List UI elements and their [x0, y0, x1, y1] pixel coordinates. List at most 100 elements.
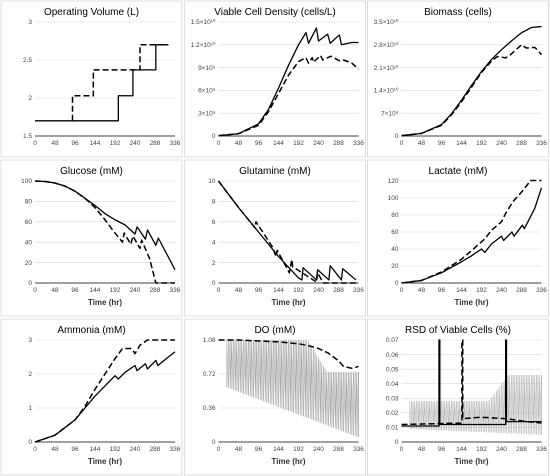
chart-title: DO (mM): [254, 325, 295, 336]
x-tick-label: 336: [536, 140, 547, 147]
series-dashed: [218, 339, 359, 370]
y-tick-label: 0: [28, 439, 32, 446]
x-tick-label: 288: [516, 140, 527, 147]
x-tick-label: 240: [313, 287, 324, 294]
x-tick-label: 0: [400, 287, 404, 294]
y-tick-label: 0.06: [386, 352, 399, 359]
x-tick-label: 96: [438, 446, 446, 453]
x-tick-label: 144: [90, 140, 101, 147]
x-axis-label: Time (hr): [271, 298, 305, 307]
x-tick-label: 192: [476, 287, 487, 294]
chart-title: Operating Volume (L): [44, 7, 139, 18]
y-tick-label: 10: [208, 178, 216, 185]
x-tick-label: 288: [150, 140, 161, 147]
x-tick-label: 240: [313, 140, 324, 147]
y-tick-label: 1.5×10¹⁰: [191, 18, 216, 26]
panel-frame: [184, 0, 366, 158]
x-axis-label: Time (hr): [454, 457, 488, 466]
y-tick-label: 20: [391, 263, 399, 270]
x-tick-label: 96: [255, 140, 263, 147]
chart-title: Viable Cell Density (cells/L): [214, 7, 336, 18]
y-tick-label: 0.03: [386, 395, 399, 402]
x-tick-label: 192: [476, 140, 487, 147]
x-tick-label: 240: [130, 287, 141, 294]
x-axis-label: Time (hr): [454, 298, 488, 307]
y-tick-label: 0.72: [203, 371, 216, 378]
panel-frame: [0, 0, 183, 158]
x-tick-label: 48: [235, 446, 243, 453]
y-tick-label: 0.02: [386, 410, 399, 417]
x-tick-label: 96: [71, 287, 79, 294]
x-tick-label: 144: [456, 140, 467, 147]
y-tick-label: 8: [212, 199, 216, 206]
x-tick-label: 288: [150, 446, 161, 453]
panel-2: Viable Cell Density (cells/L) 0 3×10⁹ 6×10⁹…: [184, 0, 366, 158]
x-tick-label: 96: [255, 446, 263, 453]
chart-title: Glucose (mM): [60, 166, 123, 177]
series-solid: [401, 187, 543, 284]
x-tick-label: 48: [235, 287, 243, 294]
series-dashed: [217, 180, 359, 284]
x-tick-label: 192: [476, 446, 487, 453]
y-tick-label: 100: [388, 195, 399, 202]
x-tick-label: 0: [400, 140, 404, 147]
x-tick-label: 48: [418, 287, 426, 294]
x-tick-label: 336: [170, 446, 181, 453]
y-tick-label: 9×10⁹: [198, 65, 216, 72]
x-tick-label: 96: [71, 446, 79, 453]
x-tick-label: 336: [170, 287, 181, 294]
series-dashed: [71, 44, 169, 121]
x-tick-label: 336: [536, 287, 547, 294]
x-tick-label: 96: [255, 287, 263, 294]
x-tick-label: 192: [293, 287, 304, 294]
x-tick-label: 288: [150, 287, 161, 294]
series-dashed: [218, 54, 360, 137]
x-tick-label: 240: [496, 140, 507, 147]
x-axis-label: Time (hr): [271, 457, 305, 466]
y-tick-label: 0.01: [386, 425, 399, 432]
series-dashed: [34, 339, 175, 443]
series-dashed: [401, 179, 542, 284]
x-axis-label: Time (hr): [88, 457, 122, 466]
x-tick-label: 0: [217, 446, 221, 453]
y-tick-label: 2: [28, 95, 32, 102]
series-solid: [218, 27, 359, 137]
x-tick-label: 0: [33, 140, 37, 147]
y-tick-label: 2.8×10¹⁰: [374, 41, 399, 49]
y-tick-label: 1: [28, 405, 32, 412]
panel-frame: [0, 318, 183, 476]
x-tick-label: 336: [353, 140, 364, 147]
y-tick-label: 6: [212, 219, 216, 226]
panel-4: Glucose (mM) 0 20 40 60 80 100 0 48 96 144 192 240 28…: [0, 159, 183, 317]
x-tick-label: 336: [353, 446, 364, 453]
x-tick-label: 288: [333, 446, 344, 453]
x-tick-label: 144: [273, 446, 284, 453]
y-tick-label: 0: [212, 280, 216, 287]
x-tick-label: 240: [496, 287, 507, 294]
panel-3: Biomass (cells) 0 7×10⁹ 1.4×10¹⁰ 2.1×10¹⁰ 2.8…: [367, 0, 549, 158]
x-tick-label: 288: [333, 140, 344, 147]
panel-9: RSD of Viable Cells (%) 0 0.01 0.02 0.03 0.04…: [367, 318, 549, 476]
y-tick-label: 1.5: [23, 133, 32, 140]
y-tick-label: 2.5: [23, 57, 32, 64]
x-tick-label: 192: [293, 446, 304, 453]
y-tick-label: 100: [21, 178, 32, 185]
y-tick-label: 120: [388, 178, 399, 185]
x-tick-label: 240: [496, 446, 507, 453]
x-tick-label: 240: [130, 140, 141, 147]
x-tick-label: 48: [418, 140, 426, 147]
x-tick-label: 192: [110, 287, 121, 294]
y-tick-label: 0.07: [386, 337, 399, 344]
x-tick-label: 240: [130, 446, 141, 453]
x-tick-label: 0: [217, 287, 221, 294]
x-tick-label: 336: [170, 140, 181, 147]
y-tick-label: 0: [212, 133, 216, 140]
x-tick-label: 336: [353, 287, 364, 294]
y-tick-label: 7×10⁹: [381, 110, 399, 117]
y-tick-label: 1.4×10¹⁰: [374, 87, 399, 95]
x-tick-label: 144: [456, 446, 467, 453]
x-axis-label: Time (hr): [88, 298, 122, 307]
x-tick-label: 48: [51, 287, 59, 294]
y-tick-label: 3: [28, 337, 32, 344]
y-tick-label: 60: [391, 229, 399, 236]
